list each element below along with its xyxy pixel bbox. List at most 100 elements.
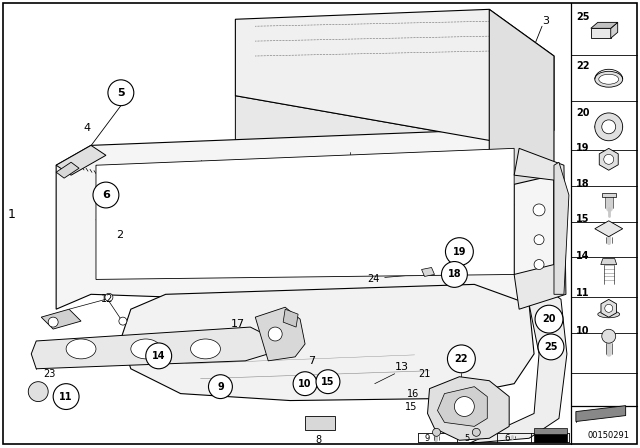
Ellipse shape (131, 339, 161, 359)
Text: 15: 15 (321, 377, 335, 387)
Text: 6: 6 (504, 434, 509, 443)
Text: 00150291: 00150291 (588, 431, 630, 439)
Polygon shape (236, 96, 489, 210)
Circle shape (53, 383, 79, 409)
Circle shape (293, 372, 317, 396)
Polygon shape (438, 387, 487, 426)
Circle shape (533, 204, 545, 216)
Circle shape (595, 113, 623, 141)
Text: 19: 19 (452, 246, 466, 257)
Text: 10: 10 (576, 327, 589, 336)
Polygon shape (255, 307, 305, 361)
Circle shape (28, 382, 48, 401)
Polygon shape (534, 434, 567, 442)
Polygon shape (591, 28, 611, 38)
Polygon shape (56, 162, 79, 178)
Circle shape (268, 327, 282, 341)
Circle shape (534, 235, 544, 245)
Ellipse shape (595, 123, 623, 131)
Circle shape (433, 428, 440, 436)
Polygon shape (428, 377, 509, 440)
Polygon shape (121, 284, 534, 401)
Text: 13: 13 (395, 362, 409, 372)
Text: 25: 25 (576, 12, 589, 22)
Text: 2: 2 (116, 230, 123, 240)
Text: 9: 9 (424, 434, 430, 443)
Text: 21: 21 (419, 369, 431, 379)
Text: 15: 15 (405, 401, 417, 412)
Ellipse shape (599, 74, 619, 84)
Text: 5: 5 (465, 434, 470, 443)
Circle shape (48, 317, 58, 327)
Polygon shape (611, 22, 618, 38)
Polygon shape (56, 129, 554, 309)
Text: 7: 7 (308, 356, 316, 366)
Text: 12: 12 (101, 294, 113, 304)
Circle shape (535, 305, 563, 333)
Text: 18: 18 (447, 269, 461, 280)
Text: 20: 20 (542, 314, 556, 324)
Text: 25: 25 (544, 342, 557, 352)
Polygon shape (469, 294, 567, 443)
Polygon shape (236, 9, 554, 140)
Text: 17: 17 (230, 319, 244, 329)
Text: 22: 22 (454, 354, 468, 364)
Polygon shape (576, 405, 626, 422)
Circle shape (146, 343, 172, 369)
Circle shape (105, 293, 113, 301)
Ellipse shape (595, 71, 623, 87)
Text: 23: 23 (44, 369, 56, 379)
Text: 8: 8 (315, 435, 321, 445)
Polygon shape (489, 9, 554, 190)
Polygon shape (534, 428, 567, 434)
Text: 14: 14 (576, 251, 589, 261)
Polygon shape (591, 22, 618, 28)
Polygon shape (305, 417, 335, 431)
Polygon shape (554, 162, 569, 294)
Circle shape (209, 375, 232, 399)
Circle shape (108, 80, 134, 106)
Text: 22: 22 (576, 61, 589, 71)
Circle shape (316, 370, 340, 394)
Polygon shape (31, 327, 270, 369)
Polygon shape (514, 148, 566, 309)
Circle shape (472, 428, 480, 436)
Ellipse shape (66, 339, 96, 359)
Text: 5: 5 (117, 88, 125, 98)
Text: 3: 3 (542, 16, 549, 26)
Text: 24: 24 (367, 275, 380, 284)
Circle shape (119, 317, 127, 325)
Ellipse shape (191, 339, 220, 359)
Text: 19: 19 (576, 143, 589, 153)
Circle shape (538, 334, 564, 360)
Circle shape (445, 238, 474, 266)
Text: 11: 11 (576, 288, 589, 298)
Text: 4: 4 (84, 124, 91, 134)
Ellipse shape (598, 311, 620, 318)
Circle shape (534, 259, 544, 270)
Text: 1: 1 (8, 208, 15, 221)
Circle shape (604, 155, 614, 164)
Polygon shape (422, 267, 435, 276)
Text: 9: 9 (217, 382, 224, 392)
Circle shape (454, 396, 474, 417)
Text: 6: 6 (102, 190, 110, 200)
Polygon shape (283, 309, 298, 327)
Circle shape (442, 262, 467, 287)
Polygon shape (56, 145, 106, 175)
Text: 10: 10 (298, 379, 312, 389)
Text: 20: 20 (576, 108, 589, 117)
Circle shape (602, 120, 616, 134)
Text: 16: 16 (407, 388, 420, 399)
Polygon shape (601, 258, 617, 265)
Circle shape (602, 329, 616, 343)
Polygon shape (595, 221, 623, 237)
Polygon shape (602, 193, 616, 197)
Circle shape (93, 182, 119, 208)
Text: 15: 15 (576, 214, 589, 224)
Text: 11: 11 (60, 392, 73, 401)
Circle shape (447, 345, 476, 373)
Polygon shape (96, 148, 514, 280)
Polygon shape (41, 309, 81, 329)
Text: 14: 14 (152, 351, 166, 361)
